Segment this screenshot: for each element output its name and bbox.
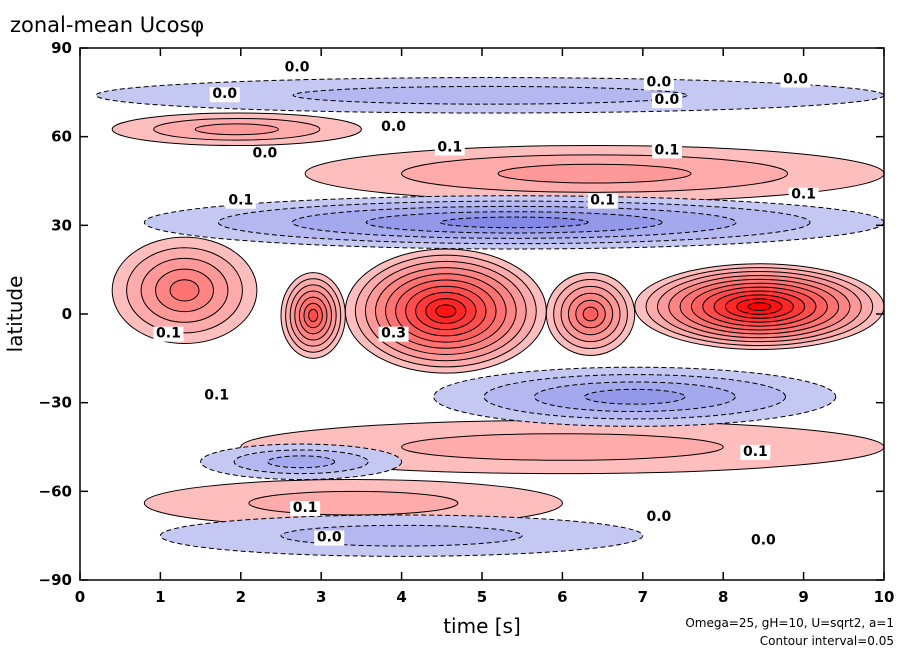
contour-label-bg xyxy=(643,75,674,91)
parameters-note: Omega=25, gH=10, U=sqrt2, a=1 xyxy=(685,616,894,630)
y-tick-label: 30 xyxy=(51,216,72,234)
contour-label: 0.0 xyxy=(646,74,671,90)
contour-label-bg xyxy=(225,193,256,209)
contour-label: 0.1 xyxy=(204,388,229,404)
contour-line xyxy=(248,490,459,516)
contour-label-bg xyxy=(651,93,682,109)
y-axis-label: latitude xyxy=(3,276,27,353)
contour-label: 0.1 xyxy=(293,500,318,516)
anomaly-region-6 xyxy=(111,112,362,147)
contour-label-bg xyxy=(209,87,240,103)
contour-label: 0.3 xyxy=(381,326,406,342)
y-tick-label: 90 xyxy=(51,39,72,57)
anomaly-region-2 xyxy=(280,272,346,359)
anomaly-region-9 xyxy=(143,195,884,250)
contour-label-bg xyxy=(290,501,321,517)
contour-label-bg xyxy=(378,326,409,342)
x-tick-label: 0 xyxy=(75,588,85,606)
contour-label-bg xyxy=(643,509,674,525)
chart-title: zonal-mean Ucosφ xyxy=(10,13,204,37)
contour-label: 0.1 xyxy=(437,139,462,155)
x-tick-label: 3 xyxy=(316,588,326,606)
anomaly-region-5 xyxy=(304,145,884,203)
y-tick-label: 60 xyxy=(51,128,72,146)
anomaly-region-8 xyxy=(143,479,563,528)
y-tick-label: −60 xyxy=(39,482,72,500)
y-axis: 90 60 30 0 −30 −60 −90 xyxy=(39,39,884,589)
contour-line xyxy=(169,279,200,302)
contour-line xyxy=(292,85,688,105)
contour-line xyxy=(439,216,589,229)
x-tick-label: 9 xyxy=(798,588,808,606)
x-tick-label: 8 xyxy=(718,588,728,606)
contour-label-bg xyxy=(740,444,771,460)
contour-label-bg xyxy=(153,326,184,342)
x-tick-label: 1 xyxy=(155,588,165,606)
contour-label-bg xyxy=(788,187,819,203)
x-tick-label: 6 xyxy=(557,588,567,606)
anomaly-region-13 xyxy=(159,514,644,557)
contour-label-bg xyxy=(587,193,618,209)
contour-label-bg xyxy=(748,533,779,549)
contour-label: 0.1 xyxy=(590,193,615,209)
contour-interval-note: Contour interval=0.05 xyxy=(760,634,894,648)
contour-label: 0.0 xyxy=(783,71,808,87)
x-tick-label: 4 xyxy=(396,588,406,606)
contour-line xyxy=(497,163,692,184)
anomaly-region-1 xyxy=(634,263,884,350)
contour-label: 0.0 xyxy=(381,119,406,135)
contour-label: 0.0 xyxy=(253,145,278,161)
x-tick-label: 7 xyxy=(638,588,648,606)
contour-line xyxy=(435,304,457,318)
x-axis-label: time [s] xyxy=(443,614,521,638)
contour-label-bg xyxy=(780,72,811,88)
contour-label: 0.0 xyxy=(751,533,776,549)
y-tick-label: −90 xyxy=(39,571,72,589)
anomaly-region-4 xyxy=(111,236,258,345)
contour-line xyxy=(582,306,599,322)
anomaly-region-10 xyxy=(433,366,837,427)
contour-label: 0.0 xyxy=(655,92,680,108)
x-tick-label: 5 xyxy=(477,588,487,606)
contour-label: 0.1 xyxy=(156,326,181,342)
contour-label-bg xyxy=(378,119,409,135)
plot-field xyxy=(95,77,884,557)
contour-line xyxy=(747,302,772,312)
anomaly-region-3 xyxy=(545,272,636,356)
contour-label: 0.1 xyxy=(743,444,768,460)
contour-label-bg xyxy=(201,388,232,404)
x-tick-label: 10 xyxy=(874,588,895,606)
contour-line xyxy=(584,388,686,405)
contour-line xyxy=(308,308,319,323)
contour-label: 0.0 xyxy=(646,509,671,525)
anomaly-region-0 xyxy=(344,248,547,374)
contour-label: 0.1 xyxy=(791,187,816,203)
anomaly-region-11 xyxy=(200,443,403,481)
contour-label-layer: 0.0 0.0 0.0 0.0 0.0 0.0 0.0 0.1 0.1 0.1 0.1 0.1 0.1 0… xyxy=(153,60,819,549)
contour-line xyxy=(194,123,279,136)
x-axis: 0 1 2 3 4 5 6 7 8 9 10 xyxy=(75,48,895,606)
contour-label: 0.0 xyxy=(212,86,237,102)
y-tick-label: −30 xyxy=(39,394,72,412)
contour-label-bg xyxy=(651,143,682,159)
contour-label-bg xyxy=(434,140,465,156)
contour-label-bg xyxy=(249,146,280,162)
x-tick-label: 2 xyxy=(236,588,246,606)
contour-label: 0.1 xyxy=(228,193,253,209)
contour-label: 0.0 xyxy=(285,60,310,76)
contour-line xyxy=(267,455,336,469)
contour-label-bg xyxy=(314,530,345,546)
anomaly-region-12 xyxy=(95,77,884,114)
contour-label: 0.1 xyxy=(655,142,680,158)
contour-label-bg xyxy=(282,60,313,76)
contour-label: 0.0 xyxy=(317,530,342,546)
contour-line xyxy=(401,433,724,461)
y-tick-label: 0 xyxy=(62,305,72,323)
